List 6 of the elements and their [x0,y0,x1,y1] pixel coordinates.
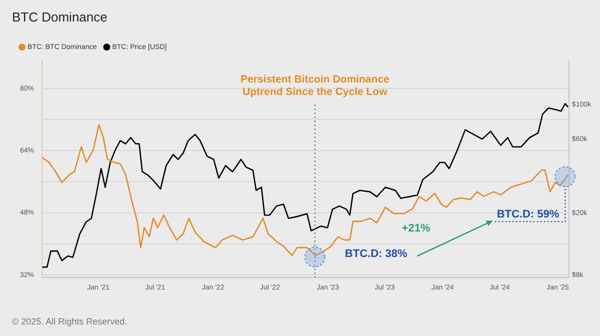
text: © 2025. All Rights Reserved. [12,316,128,326]
ref-line-label: Persistent Bitcoin Dominance Uptrend Since the Cycle Low [240,73,390,98]
chart-title: BTC Dominance [12,9,108,24]
annotation: +21% [402,222,430,234]
annotation: BTC.D: 38% [344,248,408,260]
annotation: BTC.D: 59% [496,208,560,221]
